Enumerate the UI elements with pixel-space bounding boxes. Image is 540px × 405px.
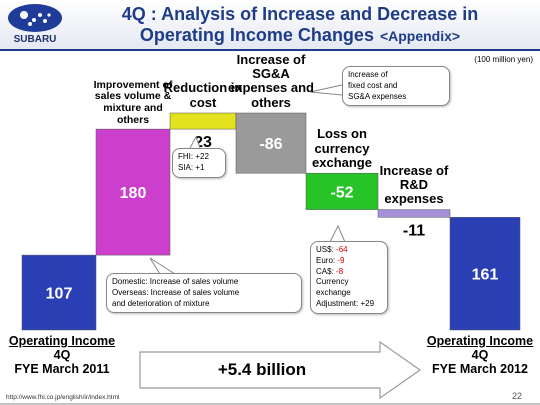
value-label: 180 bbox=[120, 185, 147, 202]
logo-stars bbox=[20, 11, 51, 26]
callout-line: Currency bbox=[316, 277, 349, 287]
callout-tail bbox=[329, 224, 346, 243]
category-label: Operating Income bbox=[8, 334, 116, 348]
callout-sga: Increase of fixed cost and SG&A expenses bbox=[342, 66, 450, 107]
category-label: Increase of SG&A expenses and others bbox=[228, 51, 314, 110]
logo-text: SUBARU bbox=[14, 34, 57, 45]
callout-line: and deterioration of mixture bbox=[112, 298, 210, 308]
callout-line: CA$: -8 bbox=[316, 267, 382, 278]
category-label: Improvement of sales volume & mixture an… bbox=[93, 78, 173, 126]
currency-name: US$: bbox=[316, 245, 334, 254]
callout-line: Increase of bbox=[348, 70, 388, 79]
value-label: -11 bbox=[403, 222, 425, 239]
callout-line: SIA: +1 bbox=[178, 162, 205, 172]
value-label: -52 bbox=[330, 184, 353, 201]
category-label: Increase of R&D expenses bbox=[379, 162, 449, 207]
fiscal-year-label: FYE March 2011 bbox=[14, 361, 110, 376]
category-label: Operating Income bbox=[426, 334, 534, 348]
callout-line: Euro: -9 bbox=[316, 256, 382, 267]
footer-url: http://www.fhi.co.jp/english/ir/index.ht… bbox=[6, 394, 120, 401]
bar bbox=[305, 172, 379, 210]
currency-amount: -9 bbox=[337, 255, 345, 265]
fiscal-year-label: FYE March 2012 bbox=[432, 361, 528, 376]
callout-sales: Domestic: Increase of sales volume Overs… bbox=[106, 273, 302, 314]
callout-line: Domestic: Increase of sales volume bbox=[112, 277, 239, 286]
header-bg bbox=[0, 0, 540, 50]
currency-name: Euro: bbox=[316, 255, 336, 265]
callout-line: US$: -64 bbox=[316, 245, 382, 256]
currency-amount: -8 bbox=[336, 266, 344, 276]
bar bbox=[169, 112, 237, 130]
callout-currency: US$: -64 Euro: -9 CA$: -8 Currency exchange A… bbox=[310, 241, 388, 314]
value-label: 107 bbox=[46, 286, 73, 303]
callout-tail bbox=[149, 257, 176, 275]
bar bbox=[21, 254, 97, 331]
change-label: +5.4 billion bbox=[218, 360, 306, 379]
period-label: 4Q bbox=[53, 347, 71, 362]
value-label: -86 bbox=[259, 136, 282, 153]
callout-line: Adjustment: +29 bbox=[316, 298, 375, 308]
callout-tail bbox=[309, 84, 343, 96]
logo-mark bbox=[8, 4, 62, 32]
category-label: Loss on currency exchange bbox=[312, 126, 372, 170]
bar bbox=[95, 128, 171, 256]
callout-line: Overseas: Increase of sales volume bbox=[112, 287, 240, 297]
page-number: 22 bbox=[512, 391, 522, 401]
currency-amount: -64 bbox=[336, 245, 348, 254]
category-label: Reduction in cost bbox=[163, 80, 243, 110]
callout-line: fixed cost and bbox=[348, 80, 398, 90]
currency-name: CA$: bbox=[316, 266, 334, 276]
callout-line: SG&A expenses bbox=[348, 91, 407, 101]
unit: (100 million yen) bbox=[474, 55, 533, 64]
period-label: 4Q bbox=[471, 347, 489, 362]
bar bbox=[377, 209, 451, 218]
callout-line: FHI: +22 bbox=[178, 152, 209, 161]
title: 4Q : Analysis of Increase and Decrease i… bbox=[122, 4, 479, 24]
change-arrow bbox=[139, 340, 422, 400]
callout-cost: FHI: +22 SIA: +1 bbox=[172, 148, 226, 178]
title-suffix: <Appendix> bbox=[380, 28, 460, 44]
category-block: Operating Income 4Q FYE March 2012 bbox=[418, 334, 540, 376]
bar bbox=[235, 112, 307, 174]
bar bbox=[449, 217, 521, 331]
title-main: Operating Income Changes bbox=[140, 25, 374, 45]
value-label: 161 bbox=[472, 267, 499, 284]
callout-tail bbox=[189, 135, 201, 149]
title: Operating Income Changes <Appendix> bbox=[140, 25, 460, 45]
category-block: Operating Income 4Q FYE March 2011 bbox=[0, 334, 124, 376]
callout-line: exchange bbox=[316, 288, 351, 298]
